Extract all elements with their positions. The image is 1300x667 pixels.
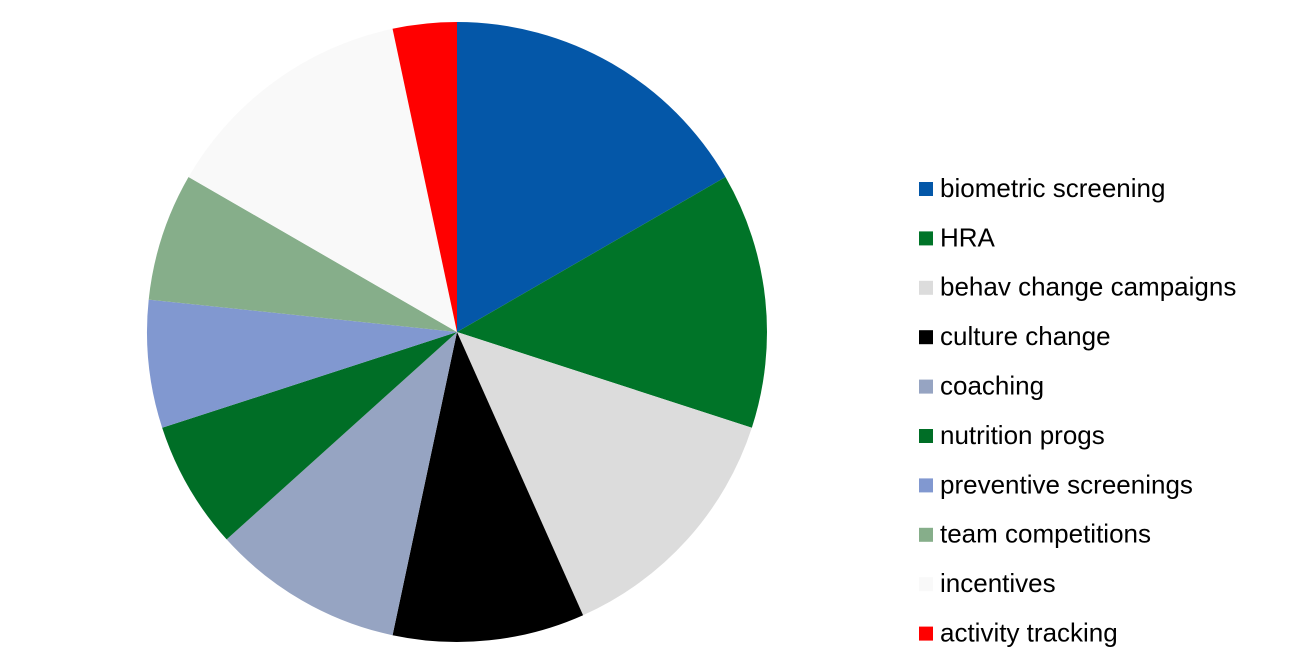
legend-label: behav change campaigns [940,272,1236,302]
legend-label: activity tracking [940,617,1118,647]
pie-slice [147,299,457,428]
legend-swatch [919,429,933,443]
legend-label: nutrition progs [940,420,1105,450]
pie-slice [457,22,726,332]
legend-swatch [919,280,933,295]
legend-label: incentives [940,568,1056,598]
legend-label: culture change [940,321,1111,351]
legend-swatch [919,182,933,196]
pie-slice [226,332,457,636]
legend-label: team competitions [940,519,1151,549]
pie-slice [162,332,457,540]
pie-slice [392,22,457,332]
pie-slice [457,177,767,428]
pie-slice [188,28,458,333]
legend-label: coaching [940,370,1044,400]
pie-slice [392,332,584,642]
legend-swatch [919,379,933,394]
legend-label: biometric screening [940,173,1165,203]
pie-slice [457,332,752,616]
legend-swatch [919,577,933,592]
legend-label: preventive screenings [940,469,1193,499]
legend-swatch [919,527,933,542]
legend-label: HRA [940,222,996,252]
legend-swatch [919,478,933,493]
pie-slice [148,177,457,332]
legend-swatch [919,626,933,641]
legend-swatch [919,330,933,345]
legend-swatch [919,231,933,246]
